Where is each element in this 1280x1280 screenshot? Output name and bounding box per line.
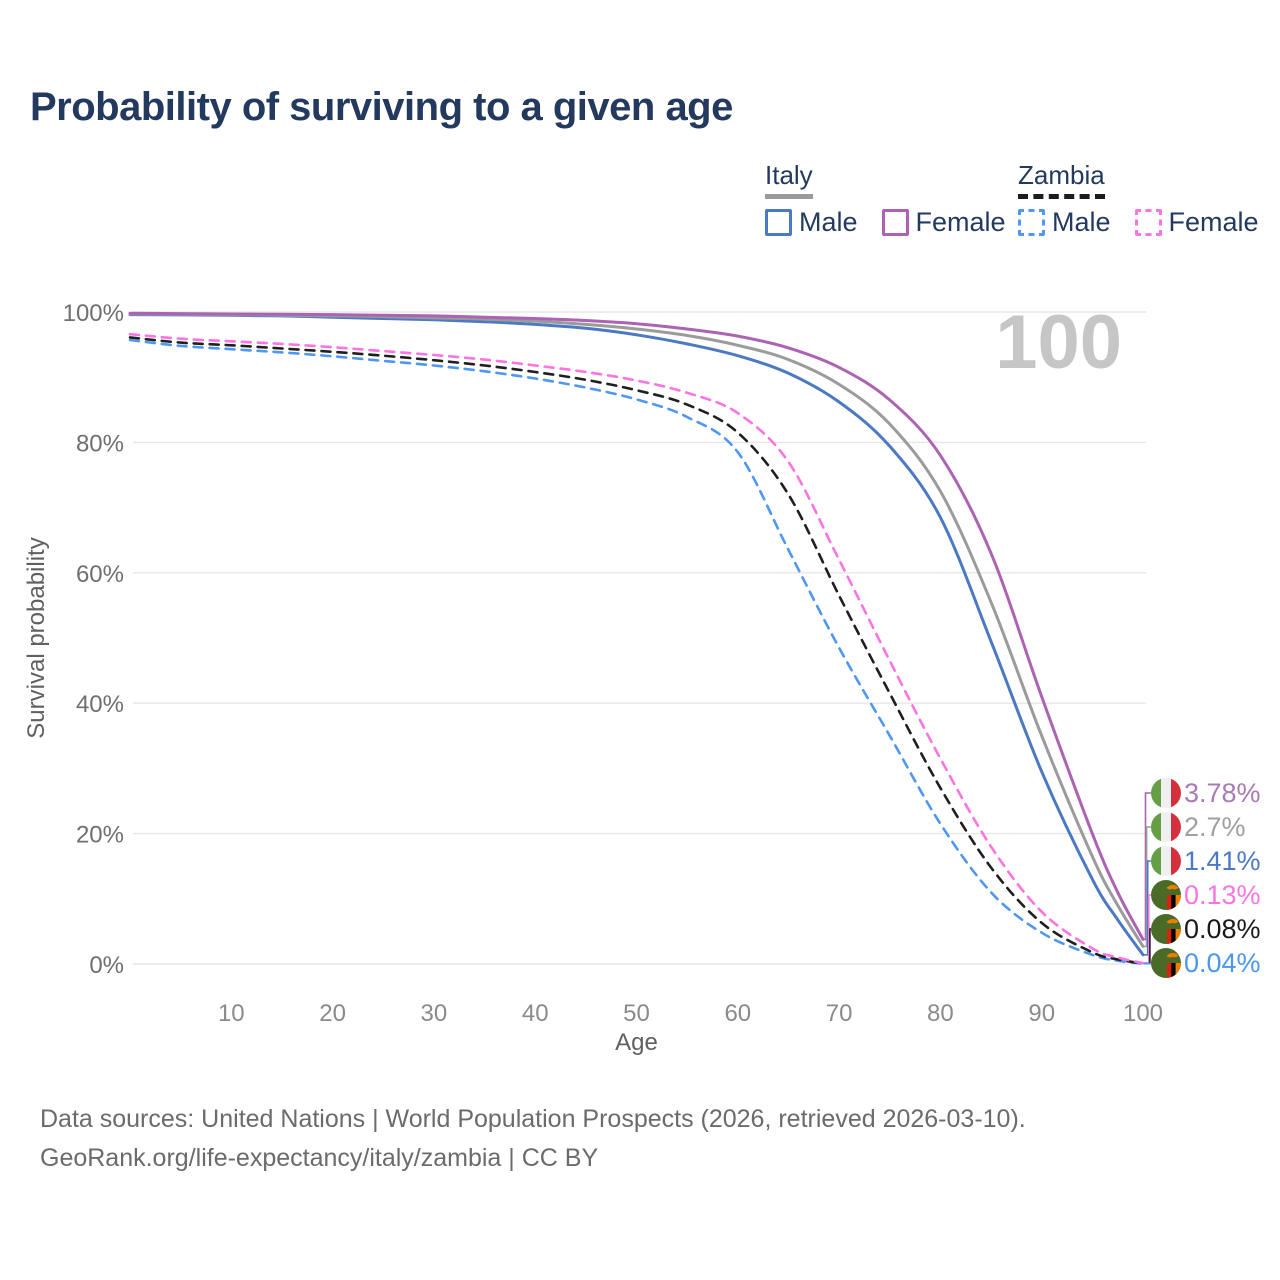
legend-group-title-zambia: Zambia [1018, 160, 1105, 199]
y-tick-label: 0% [89, 952, 124, 979]
x-tick-label: 20 [319, 1000, 346, 1027]
leader-line-zambia-male [1144, 962, 1152, 965]
series-line-italy-both [128, 312, 1145, 948]
legend: Italy Male Female Zambia Male Female [0, 160, 1280, 250]
series-line-italy-male [128, 313, 1145, 957]
end-label-zambia-female: 0.13% [1184, 880, 1261, 910]
x-tick-label: 30 [421, 1000, 448, 1027]
y-tick-label: 100% [63, 300, 124, 327]
watermark-label: 100 [995, 300, 1122, 385]
end-label-italy-male: 1.41% [1184, 846, 1261, 876]
flag-icon-italy [1151, 846, 1181, 876]
leader-line-italy-male [1144, 860, 1151, 956]
series-line-zambia-female [128, 332, 1145, 965]
leader-line-italy-female [1144, 792, 1151, 941]
flag-icon-italy [1151, 812, 1181, 842]
x-tick-label: 70 [826, 1000, 853, 1027]
series-line-italy-female [128, 311, 1145, 941]
data-source-line: Data sources: United Nations | World Pop… [40, 1105, 1026, 1133]
end-label-italy-both: 2.7% [1184, 812, 1246, 842]
x-tick-label: 50 [623, 1000, 650, 1027]
data-source-note: Data sources: United Nations | World Pop… [40, 1100, 1026, 1178]
legend-item-label: Male [799, 207, 858, 237]
flag-icon-zambia [1151, 948, 1181, 978]
x-tick-label: 60 [724, 1000, 751, 1027]
y-tick-label: 20% [76, 822, 124, 849]
legend-item-italy-male[interactable]: Male [765, 207, 858, 238]
x-axis-title: Age [615, 1029, 658, 1056]
end-label-italy-female: 3.78% [1184, 778, 1261, 808]
legend-swatch-italy-male-icon [765, 209, 792, 236]
legend-swatch-italy-female-icon [881, 209, 909, 236]
legend-group-title-italy: Italy [765, 160, 813, 199]
legend-swatch-zambia-male-icon [1018, 209, 1045, 236]
legend-group-italy: Italy Male Female [765, 160, 1006, 238]
x-tick-label: 90 [1028, 1000, 1055, 1027]
flag-icon-zambia [1151, 880, 1181, 910]
legend-item-zambia-male[interactable]: Male [1018, 207, 1111, 238]
x-tick-label: 40 [522, 1000, 549, 1027]
legend-item-label: Male [1052, 207, 1111, 237]
legend-item-label: Female [1168, 207, 1259, 237]
series-line-zambia-male [128, 338, 1145, 965]
flag-icon-zambia [1151, 914, 1181, 944]
attribution-line: GeoRank.org/life-expectancy/italy/zambia… [40, 1144, 599, 1172]
y-tick-label: 80% [76, 430, 124, 457]
end-label-zambia-both: 0.08% [1184, 914, 1261, 944]
leader-line-italy-both [1144, 826, 1151, 948]
x-tick-label: 100 [1123, 1000, 1163, 1027]
legend-item-italy-female[interactable]: Female [881, 207, 1006, 238]
end-label-zambia-male: 0.04% [1184, 948, 1261, 978]
legend-item-zambia-female[interactable]: Female [1134, 207, 1259, 238]
y-axis-title: Survival probability [23, 537, 50, 738]
chart-title: Probability of surviving to a given age [30, 85, 733, 129]
series-line-zambia-both [128, 336, 1145, 965]
y-tick-label: 40% [76, 691, 124, 718]
legend-swatch-zambia-female-icon [1134, 209, 1162, 236]
x-tick-label: 80 [927, 1000, 954, 1027]
legend-item-label: Female [915, 207, 1006, 237]
x-tick-label: 10 [218, 1000, 245, 1027]
y-tick-label: 60% [76, 561, 124, 588]
legend-group-zambia: Zambia Male Female [1018, 160, 1259, 238]
flag-icon-italy [1151, 778, 1181, 808]
